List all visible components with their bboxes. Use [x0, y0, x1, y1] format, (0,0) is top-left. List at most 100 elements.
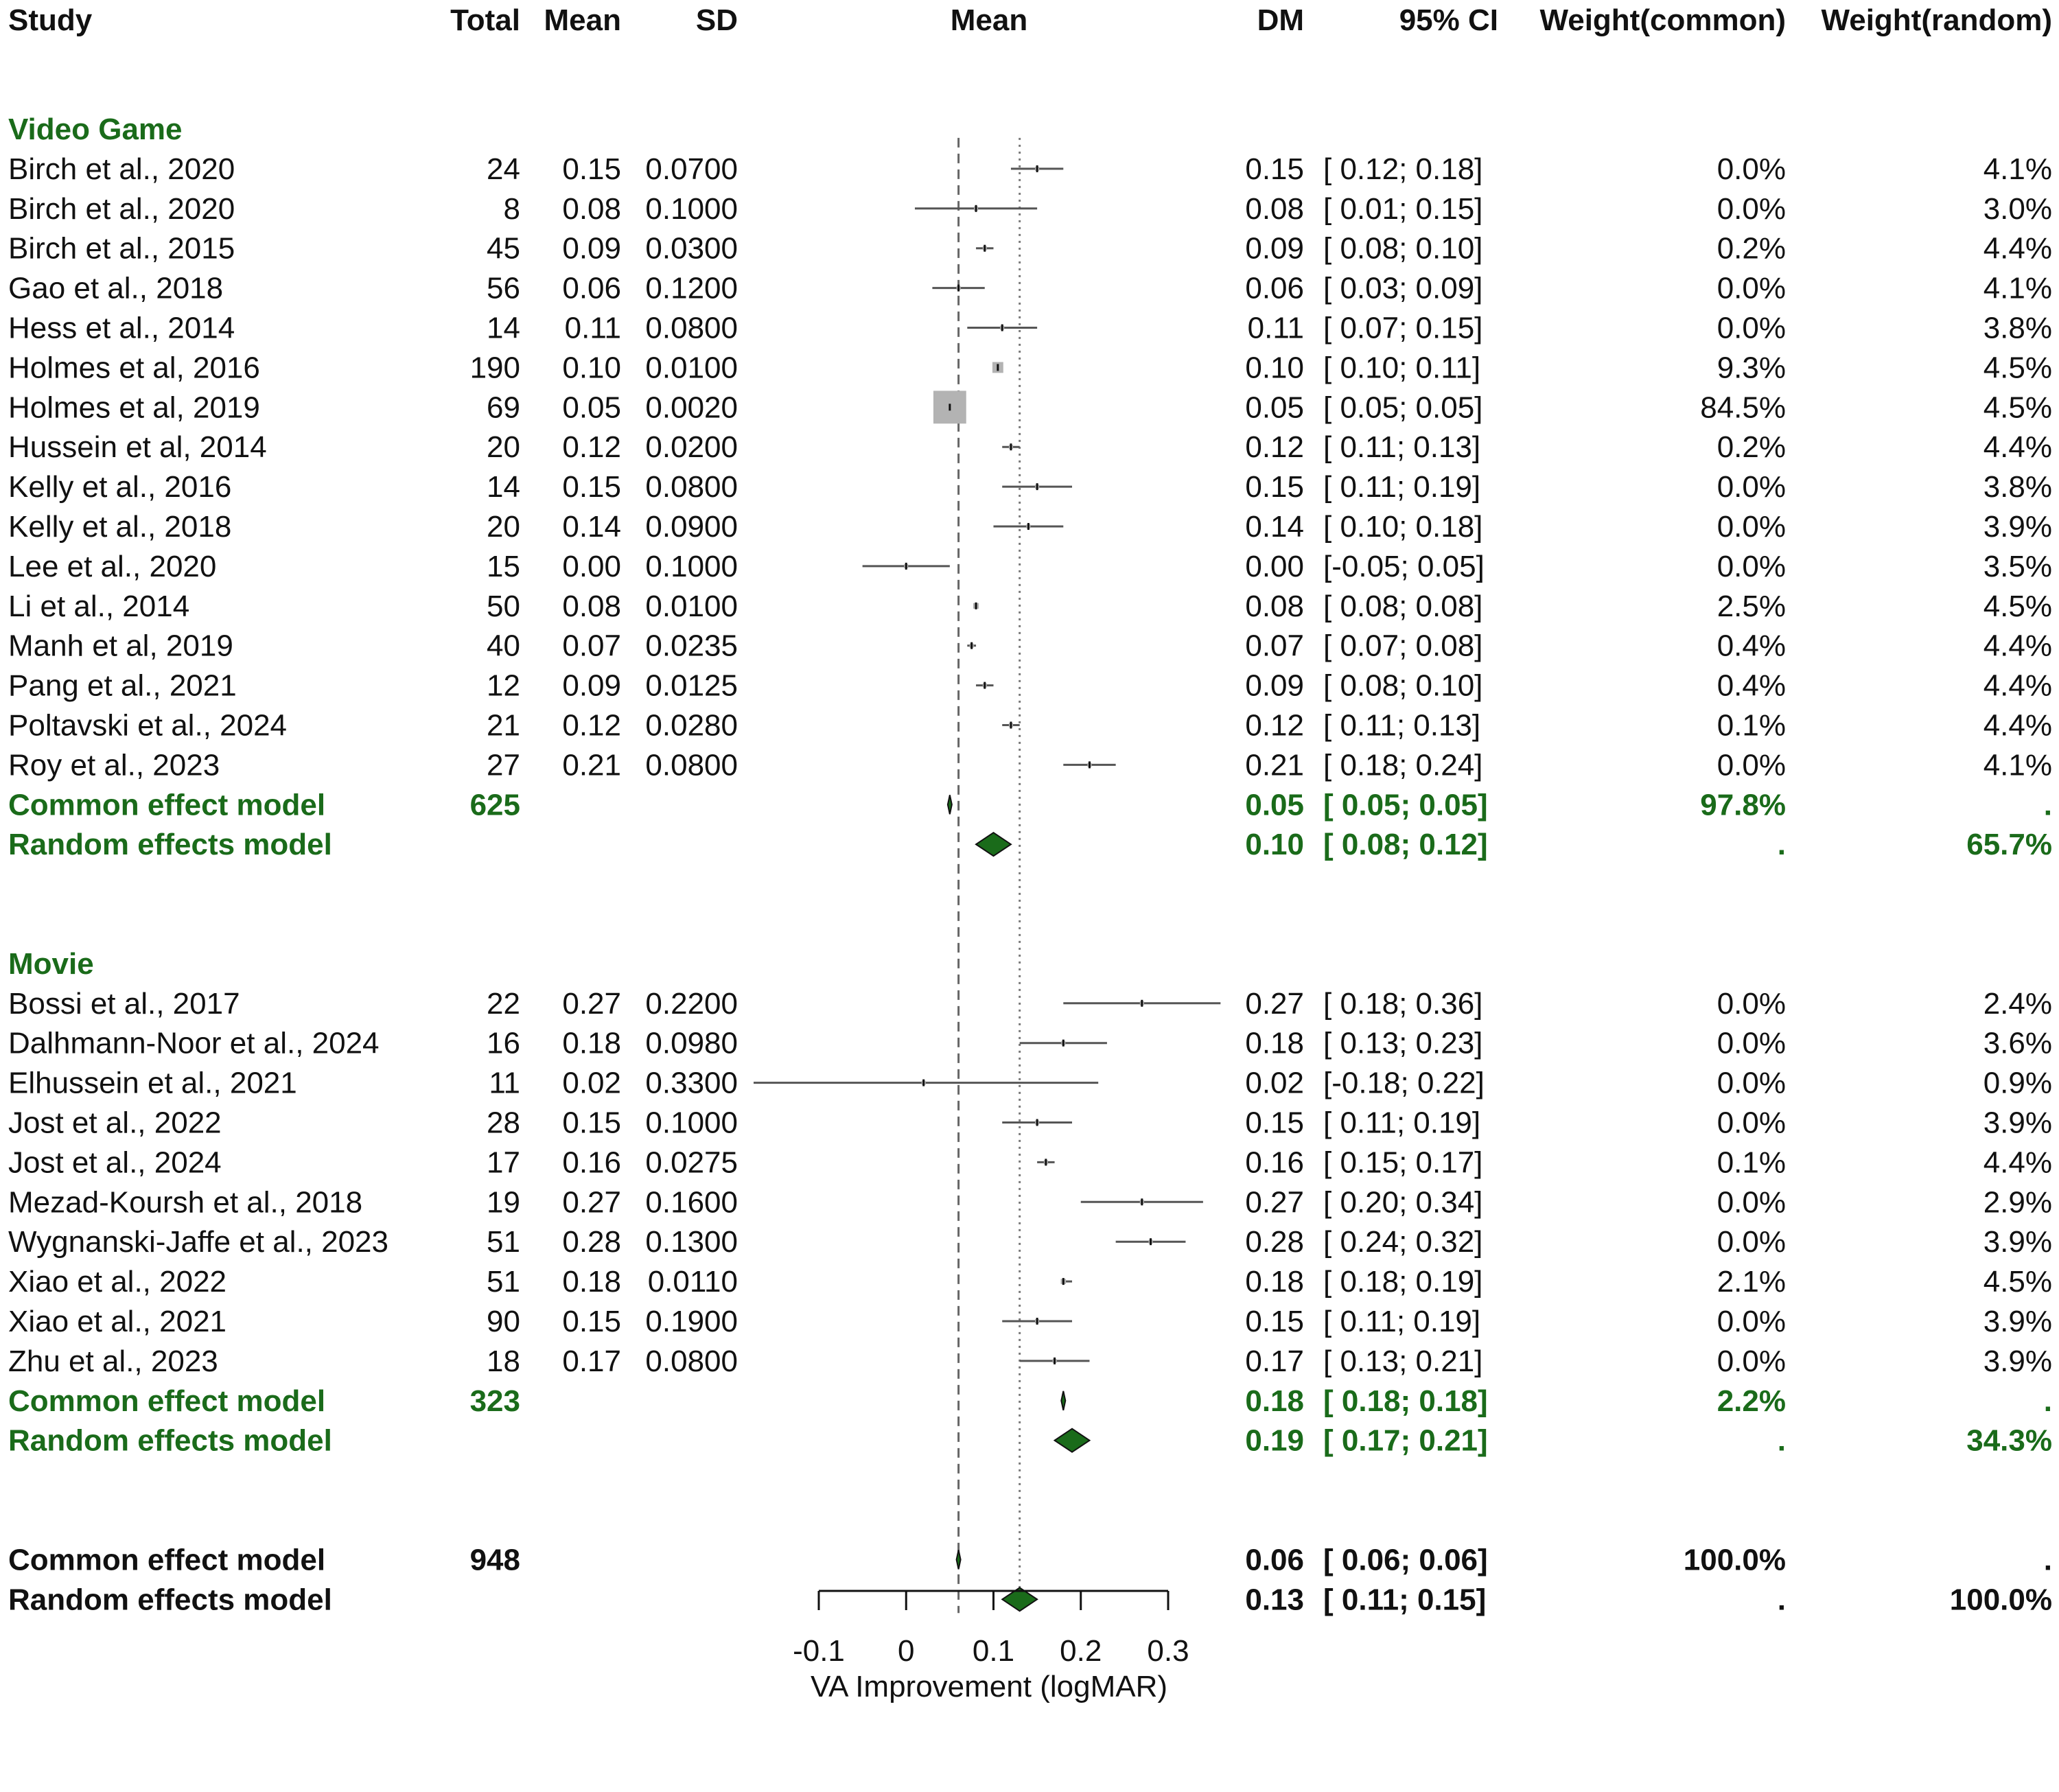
- study-dm: 0.17: [1245, 1345, 1304, 1378]
- summary-ci: [ 0.11; 0.15]: [1323, 1583, 1486, 1616]
- study-ci: [ 0.07; 0.15]: [1323, 312, 1482, 345]
- study-mean: 0.18: [562, 1265, 621, 1299]
- study-ci: [ 0.07; 0.08]: [1323, 629, 1482, 663]
- study-dm: 0.11: [1248, 312, 1304, 345]
- study-sd: 0.1000: [645, 550, 738, 583]
- study-ci: [ 0.15; 0.17]: [1323, 1145, 1482, 1179]
- study-ci: [ 0.08; 0.10]: [1323, 669, 1482, 703]
- study-mean: 0.21: [562, 748, 621, 782]
- study-dm: 0.08: [1245, 192, 1304, 226]
- study-dm: 0.27: [1245, 1185, 1304, 1219]
- study-name: Hess et al., 2014: [8, 312, 235, 345]
- study-ci: [ 0.08; 0.08]: [1323, 590, 1482, 623]
- study-weight-random: 4.5%: [1984, 391, 2052, 424]
- study-weight-common: 0.0%: [1717, 1106, 1786, 1140]
- x-tick-label: 0.2: [1060, 1634, 1102, 1668]
- study-ci: [-0.05; 0.05]: [1323, 550, 1485, 583]
- summary-weight-common: 2.2%: [1717, 1384, 1786, 1418]
- study-row: Gao et al., 2018 56 0.06 0.1200 0.06 [ 0.03; …: [8, 272, 2052, 305]
- random-effects-row: Random effects model 0.19 [ 0.17; 0.21]. 34…: [8, 1424, 2052, 1458]
- summary-diamond: [975, 831, 1012, 857]
- summary-weight-common: .: [1778, 1424, 1786, 1458]
- study-row: Elhussein et al., 2021 11 0.02 0.3300 0.02 [-…: [8, 1067, 2052, 1100]
- study-name: Kelly et al., 2018: [8, 510, 231, 544]
- summary-dm: 0.05: [1245, 788, 1304, 822]
- study-total: 21: [487, 709, 520, 743]
- study-row: Dalhmann-Noor et al., 2024 16 0.18 0.0980 0.…: [8, 1027, 2052, 1060]
- study-mean: 0.10: [562, 351, 621, 384]
- study-mean: 0.28: [562, 1225, 621, 1259]
- study-row: Xiao et al., 2021 90 0.15 0.1900 0.15 [ 0.11;…: [8, 1305, 2052, 1338]
- study-row: Birch et al., 2020 24 0.15 0.0700 0.15 [ 0.12…: [8, 152, 2052, 186]
- study-dm: 0.18: [1245, 1027, 1304, 1060]
- study-row: Jost et al., 2024 17 0.16 0.0275 0.16 [ 0.15;…: [8, 1145, 2052, 1179]
- common-effect-label: Common effect model: [8, 1543, 325, 1576]
- study-weight-common: 0.0%: [1717, 312, 1786, 345]
- study-mean: 0.02: [562, 1067, 621, 1100]
- study-ci: [ 0.18; 0.19]: [1323, 1265, 1482, 1299]
- study-weight-random: 3.9%: [1984, 510, 2052, 544]
- study-weight-common: 0.0%: [1717, 1027, 1786, 1060]
- study-name: Wygnanski-Jaffe et al., 2023: [8, 1225, 388, 1259]
- study-sd: 0.0980: [645, 1027, 738, 1060]
- study-name: Hussein et al, 2014: [8, 430, 267, 464]
- summary-weight-random: .: [2044, 788, 2052, 822]
- study-sd: 0.0300: [645, 232, 738, 266]
- study-total: 8: [504, 192, 520, 226]
- reference-lines: [957, 137, 1021, 1614]
- study-name: Jost et al., 2024: [8, 1145, 222, 1179]
- study-name: Li et al., 2014: [8, 590, 189, 623]
- study-row: Birch et al., 2020 8 0.08 0.1000 0.08 [ 0.01;…: [8, 192, 2052, 226]
- study-mean: 0.11: [565, 312, 621, 345]
- study-weight-random: 4.5%: [1984, 351, 2052, 384]
- study-ci: [ 0.01; 0.15]: [1323, 192, 1482, 226]
- study-mean: 0.09: [562, 669, 621, 703]
- study-name: Bossi et al., 2017: [8, 987, 240, 1021]
- study-name: Birch et al., 2015: [8, 232, 235, 266]
- study-mean: 0.12: [562, 430, 621, 464]
- study-weight-common: 0.0%: [1717, 1305, 1786, 1338]
- study-sd: 0.0100: [645, 590, 738, 623]
- study-row: Xiao et al., 2022 51 0.18 0.0110 0.18 [ 0.18;…: [8, 1265, 2052, 1299]
- study-sd: 0.1600: [645, 1185, 738, 1219]
- study-mean: 0.18: [562, 1027, 621, 1060]
- study-ci: [ 0.11; 0.13]: [1323, 709, 1480, 743]
- study-weight-common: 0.0%: [1717, 1185, 1786, 1219]
- study-total: 69: [487, 391, 520, 424]
- random-effects-label: Random effects model: [8, 828, 332, 861]
- study-row: Zhu et al., 2023 18 0.17 0.0800 0.17 [ 0.13; …: [8, 1345, 2052, 1378]
- study-mean: 0.06: [562, 272, 621, 305]
- study-sd: 0.1000: [645, 192, 738, 226]
- study-ci: [ 0.11; 0.13]: [1323, 430, 1480, 464]
- study-total: 14: [487, 312, 520, 345]
- study-row: Bossi et al., 2017 22 0.27 0.2200 0.27 [ 0.18…: [8, 987, 2052, 1021]
- study-row: Manh et al, 2019 40 0.07 0.0235 0.07 [ 0.07; …: [8, 629, 2052, 663]
- study-weight-random: 4.1%: [1984, 272, 2052, 305]
- header-study: Study: [8, 3, 93, 37]
- summary-ci: [ 0.18; 0.18]: [1323, 1384, 1488, 1418]
- study-sd: 0.0200: [645, 430, 738, 464]
- study-weight-common: 84.5%: [1700, 391, 1786, 424]
- study-dm: 0.09: [1245, 232, 1304, 266]
- summary-ci: [ 0.08; 0.12]: [1323, 828, 1488, 861]
- study-total: 16: [487, 1027, 520, 1060]
- study-weight-random: 4.4%: [1984, 430, 2052, 464]
- study-mean: 0.05: [562, 391, 621, 424]
- study-total: 90: [487, 1305, 520, 1338]
- summary-total: 948: [470, 1543, 520, 1576]
- study-weight-common: 0.1%: [1717, 709, 1786, 743]
- study-sd: 0.0800: [645, 1345, 738, 1378]
- study-weight-common: 0.1%: [1717, 1145, 1786, 1179]
- study-total: 18: [487, 1345, 520, 1378]
- x-tick-label: 0.1: [973, 1634, 1014, 1668]
- study-sd: 0.0800: [645, 312, 738, 345]
- common-effect-label: Common effect model: [8, 1384, 325, 1418]
- study-weight-random: 4.5%: [1984, 590, 2052, 623]
- header-row: Study Total Mean SD Mean DM 95% CI Weigh…: [8, 3, 2052, 37]
- summary-dm: 0.10: [1245, 828, 1304, 861]
- study-ci: [-0.18; 0.22]: [1323, 1067, 1485, 1100]
- study-total: 22: [487, 987, 520, 1021]
- study-weight-common: 0.0%: [1717, 987, 1786, 1021]
- study-total: 24: [487, 152, 520, 186]
- study-dm: 0.15: [1245, 1106, 1304, 1140]
